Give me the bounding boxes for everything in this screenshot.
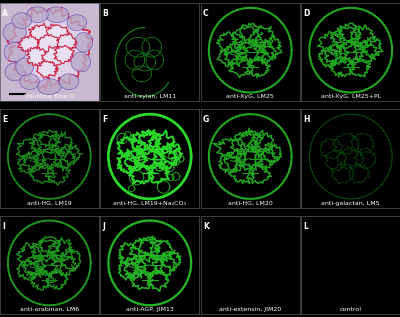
Polygon shape [75,32,93,52]
Polygon shape [59,74,79,90]
Polygon shape [20,74,40,90]
Polygon shape [37,35,62,55]
Text: anti-HG, LM19+Na₂CO₃: anti-HG, LM19+Na₂CO₃ [113,201,186,206]
Text: C: C [203,9,208,18]
Text: B: B [102,9,108,18]
Polygon shape [45,24,69,46]
Text: anti-galactan, LM5: anti-galactan, LM5 [322,201,380,206]
Text: anti-AGP, JIM13: anti-AGP, JIM13 [126,307,174,312]
Polygon shape [28,23,55,44]
Polygon shape [27,7,48,23]
Text: G: G [203,115,209,124]
Polygon shape [18,34,42,54]
Polygon shape [41,46,68,67]
Polygon shape [38,79,61,94]
Text: control: control [340,307,362,312]
Text: K: K [203,222,209,230]
Polygon shape [36,61,58,78]
Text: D: D [304,9,310,18]
Text: L: L [304,222,308,230]
Text: E: E [2,115,7,124]
Text: I: I [2,222,5,230]
Polygon shape [5,63,25,81]
Polygon shape [71,52,91,72]
Polygon shape [12,13,32,29]
Text: Toluidine Blue O: Toluidine Blue O [24,94,75,100]
Polygon shape [16,58,34,76]
Text: anti-arabinan, LM6: anti-arabinan, LM6 [20,307,79,312]
Text: anti-extensin, JIM20: anti-extensin, JIM20 [219,307,281,312]
Text: anti-XyG, LM25: anti-XyG, LM25 [226,94,274,100]
Polygon shape [4,42,26,62]
Polygon shape [26,47,47,67]
Polygon shape [67,15,87,30]
Text: F: F [102,115,108,124]
Polygon shape [3,23,27,42]
Polygon shape [45,7,69,23]
Text: H: H [304,115,310,124]
Text: J: J [102,222,105,230]
Polygon shape [54,45,75,63]
Text: anti-HG, LM20: anti-HG, LM20 [228,201,273,206]
Text: A: A [2,9,8,18]
Text: anti-HG, LM19: anti-HG, LM19 [27,201,72,206]
Text: anti-xylan, LM11: anti-xylan, LM11 [124,94,176,100]
Text: anti-XyG, LM25+PL: anti-XyG, LM25+PL [321,94,381,100]
Polygon shape [7,7,93,89]
Polygon shape [57,34,77,52]
